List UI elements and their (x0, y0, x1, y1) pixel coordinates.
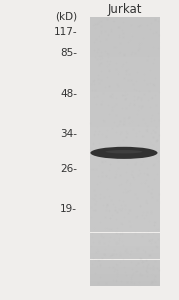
Text: 85-: 85- (60, 47, 77, 58)
Text: 19-: 19- (60, 203, 77, 214)
Text: 34-: 34- (60, 128, 77, 139)
Text: 117-: 117- (53, 27, 77, 38)
Text: (kD): (kD) (55, 11, 77, 22)
Ellipse shape (105, 150, 142, 153)
Text: 48-: 48- (60, 89, 77, 100)
Text: 26-: 26- (60, 164, 77, 175)
Ellipse shape (90, 147, 158, 159)
Text: Jurkat: Jurkat (107, 2, 142, 16)
